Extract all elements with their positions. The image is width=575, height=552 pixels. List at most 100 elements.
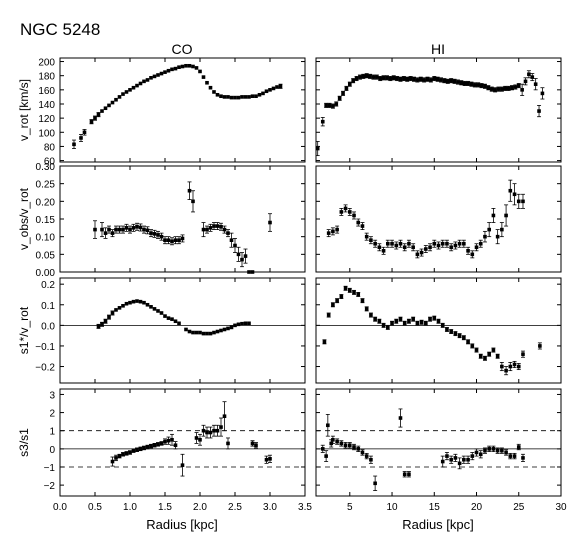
data-marker: [425, 77, 430, 82]
data-point: [352, 211, 357, 220]
data-point: [135, 222, 139, 231]
data-marker: [457, 241, 462, 246]
data-point: [149, 443, 153, 449]
data-point: [135, 447, 139, 452]
data-point: [377, 243, 382, 252]
data-marker: [373, 481, 377, 486]
data-point: [327, 102, 332, 108]
data-point: [435, 76, 440, 82]
data-marker: [390, 241, 394, 246]
data-point: [156, 442, 160, 447]
data-point: [128, 450, 132, 455]
data-point: [364, 232, 369, 241]
data-marker: [354, 76, 359, 81]
data-marker: [247, 270, 251, 274]
data-point: [170, 317, 174, 321]
data-point: [487, 351, 492, 357]
data-marker: [247, 321, 251, 326]
x-axis-label-co: Radius [kpc]: [146, 517, 218, 532]
column-title-hi: HI: [431, 41, 445, 57]
data-point: [422, 77, 427, 83]
data-marker: [82, 130, 87, 135]
data-point: [432, 315, 437, 321]
data-point: [240, 95, 244, 99]
data-marker: [187, 188, 192, 193]
data-point: [208, 85, 213, 90]
data-marker: [278, 84, 283, 89]
data-marker: [408, 76, 413, 81]
data-point: [440, 239, 445, 248]
data-marker: [352, 213, 356, 218]
data-point: [432, 239, 437, 248]
data-marker: [335, 439, 339, 444]
data-point: [124, 451, 129, 456]
data-point: [512, 452, 517, 460]
data-marker: [240, 95, 244, 99]
data-point: [347, 207, 352, 216]
y-tick-label: 3: [49, 390, 55, 401]
data-marker: [131, 226, 136, 230]
data-marker: [473, 83, 477, 87]
data-marker: [135, 224, 139, 229]
data-marker: [191, 330, 195, 335]
data-marker: [198, 330, 202, 335]
data-point: [357, 74, 362, 80]
data-point: [219, 222, 223, 231]
data-point: [508, 452, 513, 460]
data-marker: [331, 302, 335, 307]
data-marker: [117, 227, 122, 232]
data-marker: [128, 227, 132, 232]
data-marker: [205, 80, 209, 85]
data-point: [476, 82, 481, 88]
panel-co-row-0: 60 80 100 120 140 160 180 200 v_rot [km/s]: [17, 57, 306, 168]
data-point: [215, 424, 220, 437]
data-marker: [407, 319, 411, 324]
panel-co-row-1: 0.00 0.05 0.10 0.15 0.20 0.25 0.30 v_obs/v_rot: [17, 162, 306, 279]
data-marker: [222, 227, 227, 232]
data-marker: [212, 224, 216, 228]
data-marker: [166, 316, 171, 320]
data-marker: [415, 78, 420, 82]
data-point: [250, 270, 255, 274]
data-point: [159, 311, 164, 315]
data-point: [117, 95, 122, 99]
data-marker: [152, 74, 157, 79]
data-point: [247, 95, 251, 99]
data-point: [351, 78, 356, 84]
data-marker: [356, 292, 361, 297]
data-point: [373, 239, 378, 248]
data-marker: [356, 220, 361, 225]
data-marker: [360, 298, 365, 303]
data-marker: [398, 241, 403, 246]
data-marker: [466, 340, 470, 344]
data-point: [537, 105, 542, 118]
data-point: [135, 299, 139, 303]
data-marker: [240, 321, 244, 326]
data-marker: [521, 199, 525, 204]
data-point: [243, 95, 248, 99]
data-point: [487, 445, 492, 452]
data-marker: [320, 119, 325, 124]
data-point: [117, 453, 122, 459]
data-marker: [445, 241, 449, 246]
data-point: [254, 442, 258, 449]
data-point: [493, 87, 498, 93]
data-point: [459, 80, 464, 86]
data-point: [142, 300, 146, 305]
data-marker: [177, 238, 181, 242]
data-point: [512, 183, 517, 206]
data-point: [166, 436, 171, 445]
data-point: [520, 193, 525, 209]
data-marker: [422, 78, 426, 82]
data-point: [222, 401, 227, 432]
data-marker: [117, 306, 122, 310]
data-point: [243, 321, 248, 326]
data-marker: [222, 95, 227, 99]
data-point: [201, 75, 206, 79]
data-marker: [250, 441, 255, 446]
data-marker: [474, 348, 479, 352]
data-point: [152, 74, 157, 79]
data-marker: [402, 472, 407, 477]
data-marker: [537, 109, 541, 113]
panel-hi-row-0: [315, 57, 562, 163]
